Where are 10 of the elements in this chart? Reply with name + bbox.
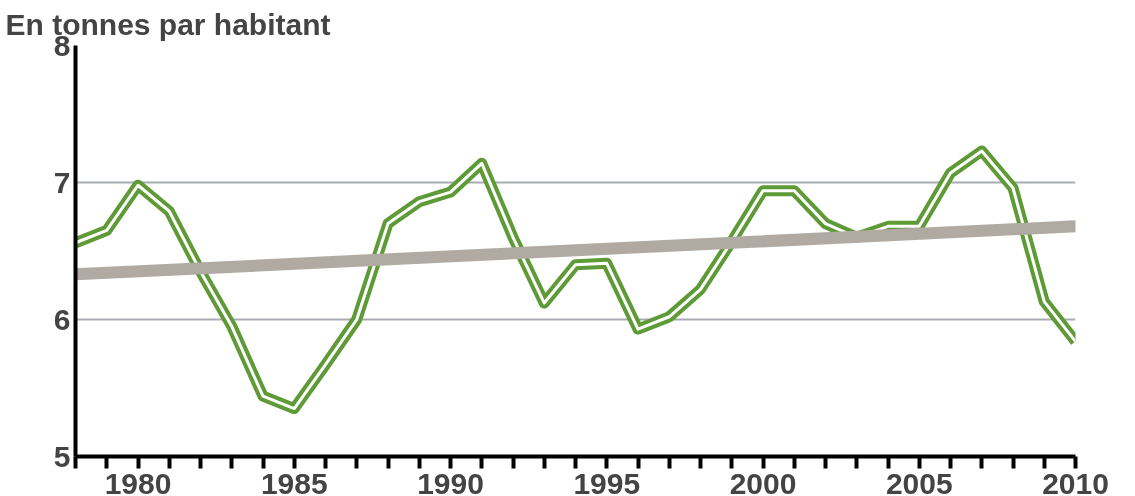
y-tick-label: 7 <box>53 165 71 199</box>
y-tick-label: 6 <box>53 302 71 336</box>
x-tick-label: 1985 <box>260 466 328 496</box>
x-tick-label: 1990 <box>417 466 484 496</box>
x-tick-label: 2010 <box>1042 466 1109 496</box>
x-tick-label: 2005 <box>885 466 953 496</box>
x-tick-label: 2000 <box>729 466 797 496</box>
x-tick-label: 1980 <box>104 466 172 496</box>
y-tick-label: 5 <box>53 439 71 473</box>
x-tick-label: 1995 <box>573 466 641 496</box>
